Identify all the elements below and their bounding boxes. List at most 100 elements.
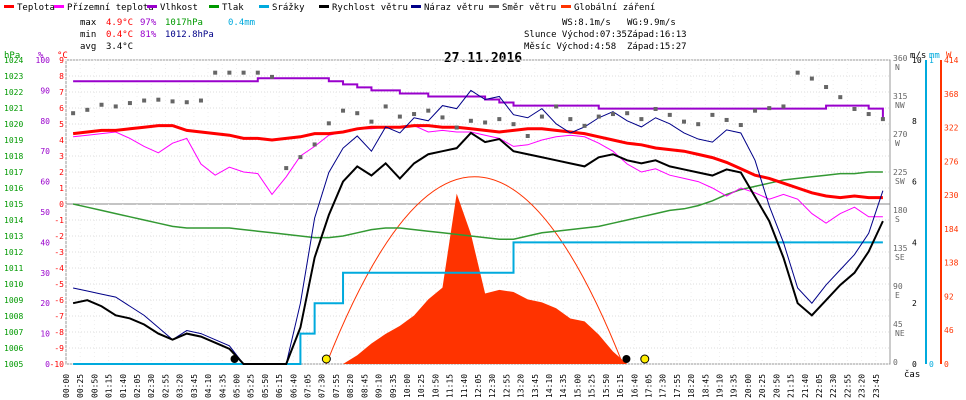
axis-ticks: 1024102310221021102010191018101710161015… [4,54,959,398]
tick-w: 414 [944,56,959,65]
stat-avg-temp: 3.4°C [106,42,133,52]
tick-dir-name: S [895,215,900,224]
wind-dir-point [767,106,772,111]
legend-label: Přízemní teplota [67,3,154,13]
stat-min-label: min [80,30,96,40]
tick-x: 03:20 [176,374,185,398]
legend-label: Náraz větru [424,3,484,13]
tick-c: 1 [59,184,64,193]
tick-w: 46 [944,326,954,335]
wind-dir-point [270,74,274,79]
wind-dir-point [198,98,203,103]
tick-x: 22:05 [815,374,824,398]
wind-dir-point [170,99,175,104]
tick-pct: 0 [45,360,50,369]
tick-ms: 2 [912,299,917,308]
tick-hpa: 1005 [4,360,23,369]
tick-hpa: 1006 [4,344,23,353]
tick-x: 13:45 [531,374,540,398]
tick-hpa: 1011 [4,264,23,273]
tick-dir: 0 [893,358,898,367]
tick-w: 0 [944,360,949,369]
stat-min-hum: 81% [140,30,157,40]
tick-x: 01:40 [119,374,128,398]
stat-max-temp: 4.9°C [106,18,133,28]
tick-hpa: 1009 [4,296,23,305]
tick-dir-name: SE [895,253,905,262]
tick-hpa: 1022 [4,88,23,97]
tick-c: -9 [54,344,64,353]
tick-c: 5 [59,120,64,129]
tick-c: -3 [54,248,64,257]
wind-dir-point [539,114,544,119]
stat-avg-label: avg [80,42,96,52]
tick-pct: 40 [40,238,50,247]
wind-dir-point [298,155,303,160]
sunrise-marker [321,354,331,364]
wind-dir-point [610,112,615,117]
wind-dir-point [326,121,331,126]
wind-dir-point [525,134,530,138]
tick-x: 02:30 [147,374,156,398]
tick-hpa: 1012 [4,248,23,257]
tick-x: 15:50 [602,374,611,398]
series-wind-speed [72,131,884,365]
wind-dir-point [824,85,829,90]
tick-x: 06:15 [275,374,284,398]
legend-swatch [147,5,157,8]
series-ground-temp [73,125,883,224]
tick-w: 230 [944,191,959,200]
legend-swatch [561,5,571,8]
wind-dir-point [596,114,601,119]
axis-title-ms: m/s [910,51,926,61]
tick-w: 92 [944,292,954,301]
tick-c: -7 [54,312,64,321]
tick-c: -4 [54,264,64,273]
wind-dir-point [554,104,559,109]
wind-dir-point [127,101,132,106]
wind-dir-point [383,104,388,109]
tick-x: 07:30 [318,374,327,398]
wind-dir-point [184,100,189,105]
axis-title-c: °C [57,51,68,61]
legend-label: Vlhkost [160,3,198,13]
axis-title-w: W [946,51,952,61]
axis-title-pct: % [38,51,44,61]
tick-dir: 135 [893,244,908,253]
tick-x: 11:40 [460,374,469,398]
series-temperature [72,124,883,200]
wind-dir-point [568,117,573,122]
tick-dir-name: N [895,63,900,72]
tick-dir: 90 [893,282,903,291]
tick-x: 00:50 [90,374,99,398]
wind-dir-point [582,123,587,128]
tick-x: 00:25 [76,374,85,398]
legend-swatch [319,5,329,8]
tick-hpa: 1014 [4,216,23,225]
tick-hpa: 1008 [4,312,23,321]
tick-hpa: 1019 [4,136,23,145]
tick-hpa: 1013 [4,232,23,241]
tick-pct: 30 [40,269,50,278]
tick-w: 322 [944,124,959,133]
tick-dir: 45 [893,320,903,329]
wind-dir-point [738,123,743,128]
wind-dir-point [838,95,843,100]
wind-dir-point [355,111,360,116]
tick-hpa: 1020 [4,120,23,129]
tick-c: -8 [54,328,64,337]
wg-value: WG:9.9m/s [627,18,676,28]
wind-dir-point [795,70,800,75]
tick-c: -1 [54,216,64,225]
tick-x: 08:45 [360,374,369,398]
tick-x: 21:40 [801,374,810,398]
wind-dir-point [312,142,317,147]
wind-dir-point [142,98,147,103]
tick-ms: 4 [912,238,917,247]
tick-x: 15:00 [573,374,582,398]
tick-x: 07:55 [332,374,341,398]
tick-ms: 0 [912,360,917,369]
legend-label: Tlak [222,3,244,13]
wind-dir-point [497,117,502,122]
wind-dir-point [412,112,417,117]
